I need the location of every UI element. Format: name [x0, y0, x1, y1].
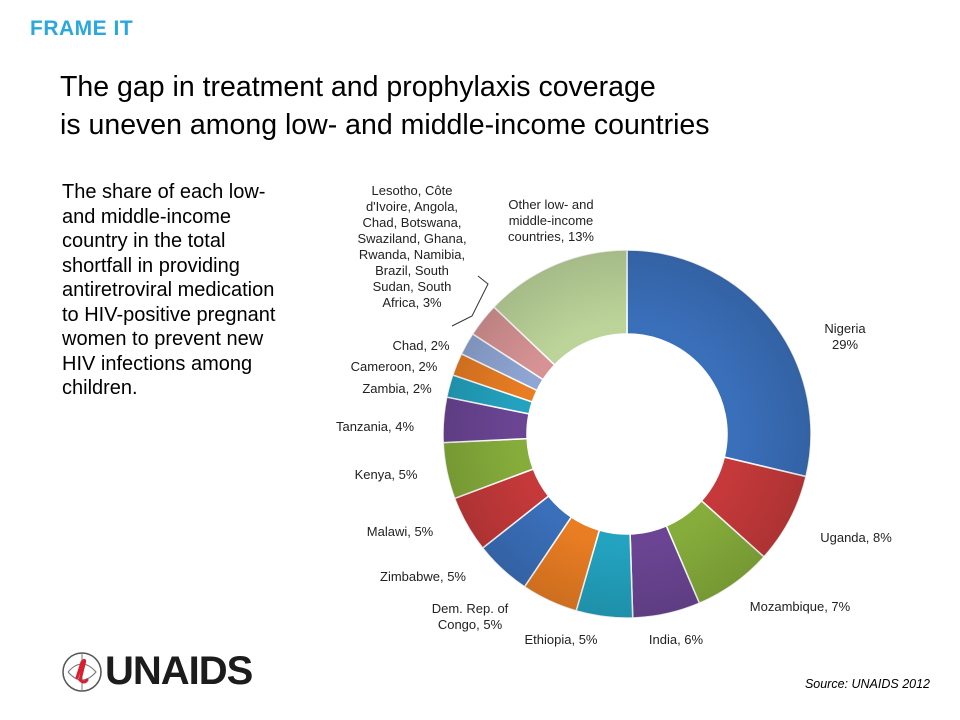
slice-label: Mozambique, 7%: [749, 599, 851, 614]
slice-label: Chad, 2%: [392, 338, 450, 353]
slice-label: Ethiopia, 5%: [524, 632, 598, 647]
slice-label: Malawi, 5%: [366, 524, 434, 539]
frame-it-tag: FRAME IT: [30, 17, 134, 40]
slice-label: Tanzania, 4%: [335, 419, 415, 434]
slice-label: Kenya, 5%: [354, 467, 418, 482]
title-line-1: The gap in treatment and prophylaxis cov…: [60, 71, 656, 103]
chart-description: The share of each low- and middle-income…: [62, 181, 276, 399]
slice-label: Zambia, 2%: [362, 381, 432, 396]
unaids-logo: [62, 652, 102, 692]
slice-label: Lesotho, Côte d'Ivoire, Angola, Chad, Bots…: [357, 183, 467, 310]
unaids-emblem-icon: [62, 652, 102, 692]
source-note: Source: UNAIDS 2012: [804, 677, 930, 691]
title-line-2: is uneven among low- and middle-income c…: [60, 109, 710, 141]
slice-label: Dem. Rep. of Congo, 5%: [431, 601, 509, 632]
slice-label: Nigeria 29%: [824, 321, 866, 352]
slice-label: Zimbabwe, 5%: [380, 569, 466, 584]
slice-label: Uganda, 8%: [820, 530, 892, 545]
slide-title: The gap in treatment and prophylaxis cov…: [60, 68, 920, 144]
donut-slices: [442, 249, 812, 619]
slice-label: India, 6%: [648, 632, 704, 647]
donut-hole: [527, 334, 727, 534]
lesotho-leader-line: [451, 275, 489, 327]
slice-label: Other low- and middle-income countries, 13…: [508, 197, 594, 244]
slice-label: Cameroon, 2%: [350, 359, 438, 374]
unaids-wordmark: UNAIDS: [105, 649, 253, 693]
